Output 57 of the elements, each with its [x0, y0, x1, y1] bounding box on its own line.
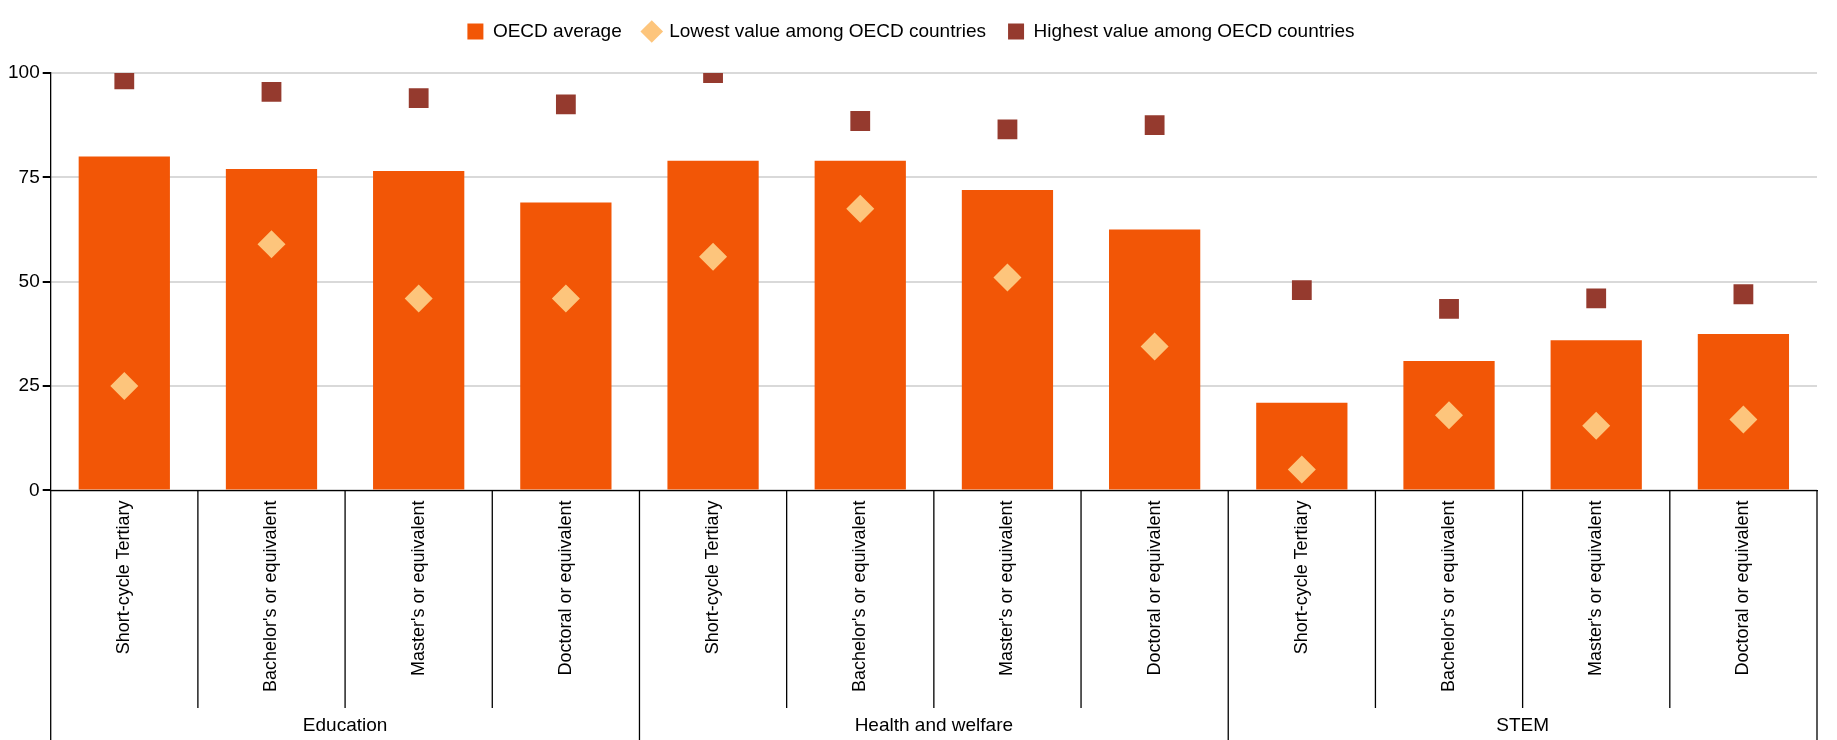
point	[993, 263, 1022, 292]
point	[1287, 455, 1316, 484]
point	[1291, 280, 1312, 300]
legend-label: Highest value among OECD countries	[1033, 19, 1355, 41]
bar	[1256, 402, 1348, 490]
bar	[961, 189, 1054, 490]
bar	[1550, 340, 1642, 490]
point	[997, 119, 1018, 140]
point	[257, 230, 286, 259]
text: Education	[302, 714, 388, 736]
bar	[78, 156, 170, 490]
point	[408, 88, 429, 108]
legend-label: Lowest value among OECD countries	[669, 19, 987, 41]
point	[551, 284, 580, 313]
bar	[520, 202, 612, 490]
bar	[667, 160, 759, 490]
x-tick-label: Short-cycle Tertiary	[1290, 500, 1311, 655]
x-tick-label: Master's or equivalent	[1585, 500, 1606, 676]
x-tick-label: Bachelor's or equivalent	[849, 500, 870, 693]
point	[1144, 115, 1165, 136]
point	[1729, 405, 1758, 434]
bar	[1109, 229, 1201, 490]
point	[404, 284, 433, 313]
point	[1586, 288, 1607, 309]
point	[699, 242, 728, 271]
point	[261, 81, 282, 102]
point	[1140, 332, 1169, 361]
x-tick-label: Master's or equivalent	[996, 500, 1017, 676]
legend-label: OECD average	[492, 19, 622, 41]
point	[1582, 411, 1611, 440]
point	[1439, 298, 1459, 319]
y-tick-label: 25	[18, 374, 40, 396]
bar	[225, 169, 318, 490]
y-tick-label: 75	[18, 165, 40, 187]
x-tick-label: Short-cycle Tertiary	[113, 500, 134, 655]
x-tick-label: Bachelor's or equivalent	[260, 500, 281, 693]
bar	[1403, 361, 1495, 490]
y-tick-label: 0	[29, 478, 40, 500]
point	[110, 372, 139, 401]
point	[1733, 284, 1754, 305]
point	[555, 94, 576, 115]
y-tick-label: 50	[18, 269, 40, 291]
point	[850, 111, 871, 131]
x-tick-label: Doctoral or equivalent	[1732, 500, 1753, 676]
bar	[1697, 333, 1790, 490]
x-tick-label: Doctoral or equivalent	[554, 500, 575, 676]
bar	[373, 171, 465, 490]
x-tick-label: Doctoral or equivalent	[1143, 500, 1164, 676]
point	[846, 194, 875, 223]
point	[1435, 401, 1464, 430]
text: Health and welfare	[854, 714, 1014, 736]
bar	[814, 160, 906, 490]
x-tick-label: Bachelor's or equivalent	[1437, 500, 1458, 693]
y-tick-label: 100	[8, 61, 40, 83]
x-tick-label: Short-cycle Tertiary	[702, 500, 723, 655]
text: STEM	[1496, 714, 1550, 736]
x-tick-label: Master's or equivalent	[407, 500, 428, 676]
